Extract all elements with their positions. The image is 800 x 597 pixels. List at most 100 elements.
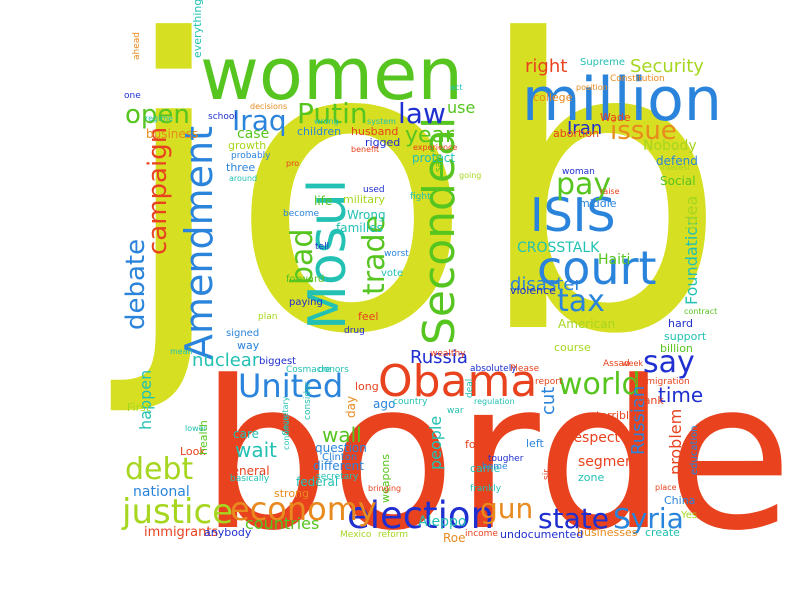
cloud-word: Obama <box>378 356 538 407</box>
cloud-word: Roe <box>443 531 466 545</box>
cloud-word: raise <box>600 187 620 196</box>
cloud-word: Social <box>660 174 696 188</box>
cloud-word: Yes <box>681 510 698 521</box>
cloud-word: disaster <box>510 274 582 295</box>
cloud-word: forward <box>286 274 325 285</box>
cloud-word: care <box>233 427 260 441</box>
cloud-word: campaign <box>143 126 173 255</box>
cloud-word: plan <box>258 312 278 322</box>
cloud-word: folks <box>465 438 491 451</box>
cloud-word: court <box>537 241 657 295</box>
cloud-word: national <box>133 484 190 500</box>
cloud-word: gun <box>480 492 534 525</box>
cloud-word: debt <box>125 452 194 487</box>
cloud-word: business <box>146 127 199 141</box>
cloud-word: mean <box>170 347 193 356</box>
cloud-word: Great <box>368 419 391 428</box>
cloud-word: Russia <box>410 347 468 368</box>
cloud-word: Cosmacre <box>286 365 331 375</box>
cloud-word: justice <box>122 492 234 532</box>
cloud-word: zone <box>578 471 605 484</box>
cloud-word: donors <box>318 365 349 375</box>
cloud-word: reform <box>378 530 409 540</box>
cloud-word: million <box>522 65 722 135</box>
cloud-word: interest <box>660 163 691 172</box>
cloud-word: respect <box>568 430 621 446</box>
cloud-word: Please <box>510 364 540 374</box>
cloud-word: drug <box>344 326 365 336</box>
cloud-word: regulation <box>474 397 515 406</box>
cloud-word: bringing <box>368 484 402 493</box>
cloud-word: Iraq <box>232 104 287 137</box>
cloud-word: school <box>208 112 237 122</box>
cloud-word: businesses <box>577 526 638 539</box>
cloud-word: general <box>224 464 270 478</box>
cloud-word: decisions <box>250 102 288 111</box>
cloud-word: system <box>367 117 396 126</box>
cloud-word: law <box>398 97 446 130</box>
cloud-word: violence <box>510 284 556 297</box>
cloud-word: basically <box>230 474 270 484</box>
cloud-word: ISIS <box>530 188 616 242</box>
cloud-word: paying <box>289 297 323 308</box>
cloud-word: wrong <box>314 117 339 126</box>
cloud-word: country <box>393 397 428 407</box>
cloud-word: weapons <box>379 454 392 503</box>
cloud-word: consider <box>303 381 313 420</box>
cloud-word: act <box>450 83 463 92</box>
cloud-word: Supreme <box>580 57 625 68</box>
cloud-word: tax <box>557 284 605 319</box>
cloud-word: job <box>118 0 728 422</box>
cloud-word: debate <box>121 238 151 330</box>
cloud-word: use <box>447 98 476 117</box>
cloud-word: billion <box>660 342 693 355</box>
cloud-word: idea <box>682 195 701 230</box>
cloud-word: American <box>558 317 616 331</box>
cloud-word: ago <box>373 397 396 411</box>
cloud-word: regime <box>145 114 174 123</box>
cloud-word: feel <box>358 310 379 323</box>
cloud-word: children <box>297 125 342 138</box>
cloud-word: one <box>124 91 141 101</box>
cloud-word: week <box>622 359 644 368</box>
cloud-word: Security <box>630 56 704 77</box>
cloud-word: place <box>655 483 677 492</box>
cloud-word: hard <box>668 317 694 330</box>
cloud-word: going <box>459 171 482 180</box>
cloud-word: anybody <box>204 526 252 539</box>
cloud-word: lower <box>185 424 207 433</box>
cloud-word: support <box>664 330 707 343</box>
cloud-word: wait <box>235 438 278 462</box>
cloud-word: way <box>237 339 260 352</box>
cloud-word: probably <box>231 151 271 161</box>
cloud-word: three <box>226 161 256 174</box>
cloud-word: defend <box>656 154 698 168</box>
cloud-word: Mexico <box>340 530 372 540</box>
cloud-word: open <box>125 100 190 130</box>
cloud-word: income <box>465 529 498 539</box>
cloud-word: China <box>664 494 696 507</box>
cloud-word: different <box>313 459 364 473</box>
cloud-word: worst <box>384 249 409 259</box>
cloud-word: people <box>426 415 445 470</box>
cloud-word: day <box>344 395 358 418</box>
cloud-word: issue <box>610 116 677 146</box>
cloud-word: create <box>645 526 680 539</box>
cloud-word: Thank <box>630 394 664 407</box>
cloud-word: time <box>658 383 704 407</box>
cloud-word: nuclear <box>192 350 260 371</box>
cloud-word: signed <box>226 328 260 339</box>
cloud-word: Aleppo <box>418 514 467 530</box>
cloud-word: life <box>314 194 333 208</box>
cloud-word: women <box>200 32 464 116</box>
cloud-word: Look <box>180 445 206 458</box>
cloud-word: wall <box>322 423 362 447</box>
cloud-word: fight <box>410 192 431 202</box>
cloud-word: growth <box>228 139 267 152</box>
cloud-word: contract <box>684 307 718 316</box>
cloud-word: left <box>526 437 544 450</box>
cloud-word: used <box>363 185 385 195</box>
cloud-word: federal <box>296 475 339 489</box>
cloud-word: frankly <box>470 484 502 494</box>
